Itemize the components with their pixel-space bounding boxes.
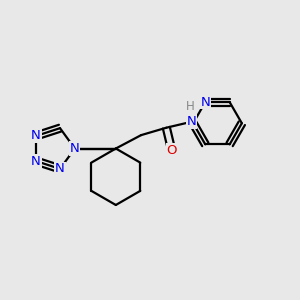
- Text: N: N: [70, 142, 80, 155]
- Text: H: H: [186, 100, 194, 113]
- Text: N: N: [31, 129, 41, 142]
- Text: N: N: [31, 154, 41, 168]
- Text: N: N: [55, 162, 65, 176]
- Text: N: N: [187, 115, 196, 128]
- Text: O: O: [167, 143, 177, 157]
- Text: N: N: [200, 96, 210, 109]
